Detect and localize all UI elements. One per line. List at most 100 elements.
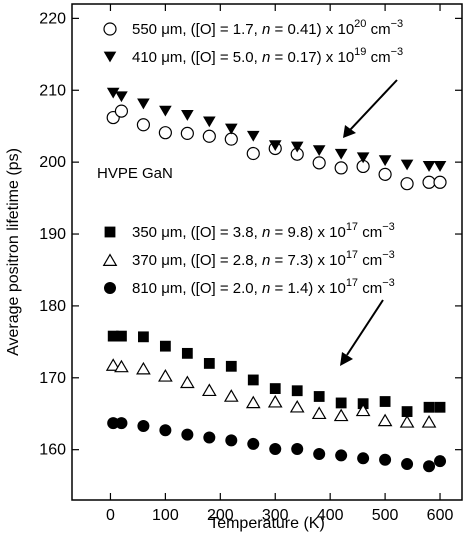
x-tick-label: 600 — [427, 507, 454, 524]
data-point — [399, 415, 415, 428]
data-point — [246, 146, 260, 161]
data-point — [434, 401, 446, 413]
data-point — [158, 369, 173, 382]
data-point — [423, 460, 436, 473]
data-point — [138, 331, 149, 343]
data-point — [291, 385, 303, 397]
data-point — [356, 152, 370, 164]
legend-entry-text: 810 μm, ([O] = 2.0, n = 1.4) x 1017 cm−3 — [132, 277, 395, 297]
x-tick-label: 200 — [207, 507, 234, 524]
arrow-top-head — [343, 125, 356, 138]
series-0 — [106, 104, 447, 191]
data-point — [422, 175, 436, 189]
x-tick-label: 500 — [372, 507, 399, 524]
data-point — [203, 116, 216, 128]
data-point — [115, 91, 128, 103]
data-point — [180, 375, 195, 389]
data-point — [181, 110, 194, 121]
data-point — [136, 361, 151, 375]
annotation-arrows — [340, 79, 398, 366]
legend-marker — [104, 282, 116, 294]
data-markers — [105, 87, 447, 473]
legend-entry-text: 370 μm, ([O] = 2.8, n = 7.3) x 1017 cm−3 — [132, 249, 395, 269]
data-point — [159, 424, 172, 437]
data-point — [313, 447, 326, 460]
data-point — [116, 330, 127, 342]
data-point — [334, 148, 348, 160]
data-point — [400, 159, 414, 171]
data-point — [312, 156, 326, 170]
legend-entry-text: 550 μm, ([O] = 1.7, n = 0.41) x 1020 cm−… — [132, 18, 403, 38]
data-point — [115, 417, 128, 430]
data-point — [269, 442, 282, 455]
axis-ticks: 0 100 200 300 400 500 600 160 170 180 190 200 210 220 — [39, 4, 462, 524]
data-point — [433, 161, 447, 172]
data-point — [137, 98, 150, 110]
arrow-bottom-line — [346, 299, 384, 356]
series-4 — [107, 417, 447, 473]
data-point — [434, 455, 447, 468]
data-point — [379, 453, 392, 466]
data-point — [114, 104, 129, 118]
legend-entry-text: 350 μm, ([O] = 3.8, n = 9.8) x 1017 cm−3 — [132, 221, 395, 241]
x-tick-label: 300 — [262, 507, 289, 524]
data-point — [181, 428, 194, 441]
data-point — [158, 126, 172, 140]
data-point — [268, 140, 282, 152]
data-point — [247, 437, 260, 450]
y-axis-title: Average positron lifetime (ps) — [5, 148, 22, 356]
data-point — [400, 177, 414, 191]
data-point — [159, 105, 172, 117]
data-point — [181, 347, 193, 359]
data-point — [203, 431, 216, 444]
y-tick-label: 170 — [39, 370, 66, 387]
data-point — [378, 167, 392, 181]
data-point — [269, 383, 281, 394]
data-point — [312, 145, 326, 157]
data-point — [106, 87, 120, 99]
data-point — [180, 126, 194, 140]
data-point — [267, 394, 283, 408]
y-tick-label: 180 — [39, 298, 66, 315]
data-point — [422, 161, 436, 172]
data-point — [107, 330, 119, 342]
data-point — [334, 161, 348, 175]
y-tick-label: 190 — [39, 226, 66, 243]
x-tick-label: 0 — [106, 507, 115, 524]
data-point — [433, 175, 447, 189]
data-point — [290, 141, 304, 153]
data-point — [421, 415, 437, 428]
data-point — [335, 397, 347, 409]
data-point — [335, 449, 348, 462]
data-point — [357, 452, 370, 465]
data-point — [203, 358, 215, 369]
data-point — [137, 419, 150, 432]
data-point — [225, 434, 238, 447]
data-point — [289, 399, 305, 413]
data-point — [201, 383, 217, 397]
annotation-hvpe-gan: HVPE GaN — [97, 165, 173, 182]
y-tick-label: 200 — [39, 154, 66, 171]
data-point — [245, 395, 261, 409]
data-point — [224, 132, 238, 146]
data-point — [379, 396, 391, 407]
arrow-bottom-head — [340, 352, 353, 366]
data-point — [401, 406, 413, 417]
data-point — [311, 406, 327, 420]
data-point — [401, 458, 414, 471]
data-point — [291, 442, 304, 455]
data-point — [355, 403, 371, 417]
data-point — [224, 123, 238, 135]
legend-marker — [102, 253, 118, 266]
x-tick-label: 100 — [152, 507, 179, 524]
arrow-top-line — [349, 79, 398, 131]
x-tick-label: 400 — [317, 507, 344, 524]
data-point — [202, 129, 216, 143]
data-point — [114, 359, 129, 373]
data-point — [313, 391, 325, 402]
series-1 — [106, 87, 447, 172]
legend: 550 μm, ([O] = 1.7, n = 0.41) x 1020 cm−… — [102, 18, 403, 297]
data-point — [246, 130, 260, 142]
data-point — [223, 389, 239, 402]
